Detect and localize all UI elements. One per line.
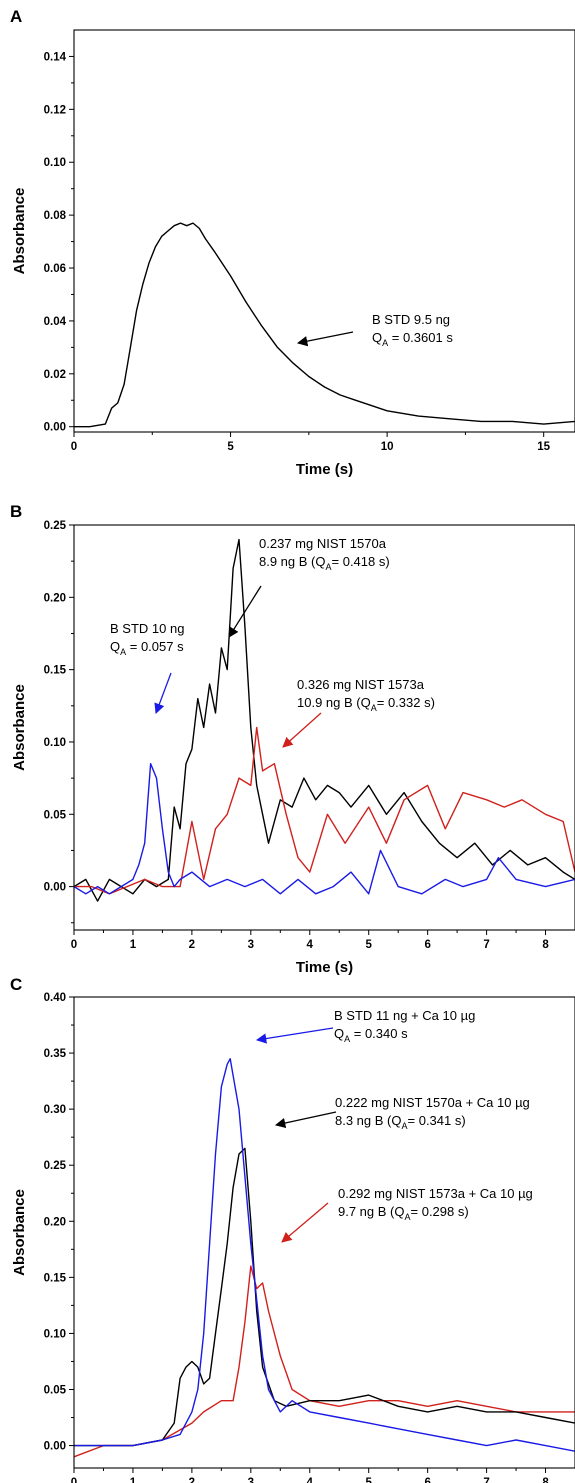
annotation-arrow [274, 1111, 337, 1129]
annotation-line: 0.222 mg NIST 1570a + Ca 10 µg [335, 1095, 530, 1110]
x-tick-label: 8 [542, 939, 549, 951]
x-tick-label: 10 [381, 441, 394, 453]
series-line-2 [74, 1147, 575, 1447]
panel-letter-c: C [10, 975, 22, 994]
y-tick-label: 0.30 [44, 1104, 66, 1116]
x-tick-label: 3 [248, 939, 254, 951]
y-tick-label: 0.05 [44, 809, 67, 821]
annotation-line: 10.9 ng B (QA= 0.332 s) [297, 695, 435, 713]
annotation-arrow [255, 1027, 334, 1044]
x-tick-label: 1 [130, 1477, 137, 1483]
plot-frame [73, 29, 575, 433]
x-tick-label: 8 [542, 1477, 549, 1483]
annotation-3: 0.326 mg NIST 1573a 10.9 ng B (QA= 0.332 … [282, 677, 435, 748]
series-line-1 [74, 222, 575, 428]
x-tick-label: 1 [130, 939, 137, 951]
annotation-arrow [296, 331, 354, 347]
x-tick-label: 3 [248, 1477, 254, 1483]
annotation-2: B STD 10 ng QA = 0.057 s [110, 621, 184, 714]
annotation-arrow [154, 672, 172, 714]
annotation-line: 0.326 mg NIST 1573a [297, 677, 425, 692]
y-axis-title: Absorbance [11, 1189, 28, 1276]
annotation-arrow [282, 712, 322, 748]
plot-frame [73, 996, 575, 1469]
y-tick-label: 0.00 [44, 1441, 66, 1453]
x-tick-label: 5 [366, 939, 373, 951]
annotation-line: 8.9 ng B (QA= 0.418 s) [259, 554, 390, 572]
x-axis-title: Time (s) [296, 959, 353, 976]
x-tick-label: 6 [424, 939, 430, 951]
annotation-1: B STD 9.5 ng QA = 0.3601 s [296, 312, 453, 348]
y-tick-label: 0.10 [44, 737, 66, 749]
series-line-3 [74, 1057, 575, 1452]
x-tick-label: 15 [537, 441, 550, 453]
y-tick-label: 0.20 [44, 592, 66, 604]
x-axis-title: Time (s) [296, 461, 353, 478]
x-tick-label: 0 [71, 441, 77, 453]
x-tick-label: 0 [71, 1477, 77, 1483]
x-tick-label: 6 [424, 1477, 430, 1483]
x-tick-label: 0 [71, 939, 77, 951]
x-tick-label: 5 [227, 441, 234, 453]
y-tick-label: 0.15 [44, 665, 67, 677]
annotation-line: B STD 11 ng + Ca 10 µg [334, 1008, 475, 1023]
annotation-line: B STD 9.5 ng [372, 312, 450, 327]
annotation-1: B STD 11 ng + Ca 10 µg QA = 0.340 s [255, 1008, 475, 1044]
y-tick-label: 0.25 [44, 1160, 67, 1172]
series-line-1 [73, 1265, 575, 1458]
chart-panel-c: 0 1 2 3 4 5 6 7 8 0.00 0.05 0.10 0.15 0.20 0.25 0.30 0.3… [11, 992, 575, 1483]
panel-letter-a: A [10, 7, 22, 26]
x-tick-label: 4 [307, 1477, 314, 1483]
y-tick-label: 0.04 [44, 316, 67, 328]
y-tick-label: 0.14 [44, 51, 67, 63]
x-tick-label: 4 [307, 939, 314, 951]
y-tick-label: 0.05 [44, 1385, 67, 1397]
y-tick-label: 0.35 [44, 1048, 67, 1060]
y-tick-label: 0.02 [44, 369, 66, 381]
y-tick-label: 0.08 [44, 210, 67, 222]
annotation-line: 9.7 ng B (QA= 0.298 s) [338, 1204, 469, 1222]
annotation-line: 0.237 mg NIST 1570a [259, 536, 387, 551]
y-tick-label: 0.12 [44, 104, 66, 116]
y-axis-title: Absorbance [11, 188, 28, 275]
annotation-line: QA = 0.340 s [334, 1026, 408, 1044]
annotation-arrow [281, 1202, 329, 1243]
series-line-3 [73, 763, 575, 895]
y-tick-label: 0.10 [44, 157, 66, 169]
y-tick-label: 0.15 [44, 1272, 67, 1284]
y-tick-label: 0.10 [44, 1328, 66, 1340]
annotation-arrow [228, 585, 262, 638]
panel-letter-b: B [10, 502, 22, 521]
annotation-1: 0.237 mg NIST 1570a 8.9 ng B (QA= 0.418 s… [228, 536, 390, 638]
plot-frame [73, 524, 575, 931]
annotation-line: B STD 10 ng [110, 621, 184, 636]
x-tick-label: 2 [189, 939, 195, 951]
x-tick-label: 5 [366, 1477, 373, 1483]
annotation-line: 8.3 ng B (QA= 0.341 s) [335, 1113, 466, 1131]
chart-panel-a: 0 5 10 15 0.00 0.02 0.04 0.06 0.08 0.10 0.12 0.14 Ti… [11, 29, 575, 478]
y-tick-label: 0.25 [44, 520, 67, 532]
y-tick-label: 0.40 [44, 992, 66, 1004]
annotation-line: QA = 0.057 s [110, 639, 184, 657]
series-line-1 [73, 538, 575, 902]
y-tick-label: 0.00 [44, 422, 66, 434]
x-tick-label: 2 [189, 1477, 195, 1483]
series-line-2 [74, 726, 575, 895]
y-tick-label: 0.06 [44, 263, 66, 275]
y-tick-label: 0.20 [44, 1216, 66, 1228]
annotation-2: 0.222 mg NIST 1570a + Ca 10 µg 8.3 ng B (… [274, 1095, 530, 1131]
annotation-line: 0.292 mg NIST 1573a + Ca 10 µg [338, 1186, 533, 1201]
y-tick-label: 0.00 [44, 882, 66, 894]
y-axis-title: Absorbance [11, 684, 28, 771]
annotation-3: 0.292 mg NIST 1573a + Ca 10 µg 9.7 ng B (… [281, 1186, 533, 1243]
x-tick-label: 7 [483, 939, 489, 951]
chart-panel-b: 0 1 2 3 4 5 6 7 8 0.00 0.05 0.10 0.15 0.20 0.25 Time (s… [11, 520, 575, 976]
annotation-line: QA = 0.3601 s [372, 330, 453, 348]
x-tick-label: 7 [483, 1477, 489, 1483]
